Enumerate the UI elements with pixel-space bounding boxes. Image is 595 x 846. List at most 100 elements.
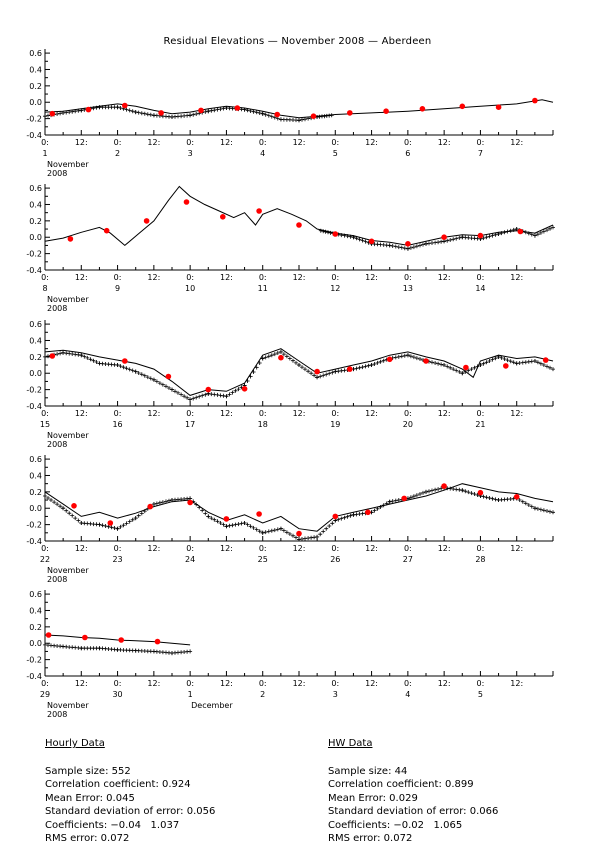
hourly-observation bbox=[233, 388, 238, 393]
x-tick-label: 0: bbox=[186, 273, 194, 282]
hourly-observation bbox=[139, 111, 144, 116]
hourly-observation bbox=[342, 515, 347, 520]
hourly-observation bbox=[345, 514, 350, 519]
hourly-observation bbox=[272, 528, 277, 533]
hourly-observation bbox=[324, 372, 329, 377]
hourly-observation bbox=[535, 360, 540, 365]
hourly-observation bbox=[58, 111, 63, 116]
hourly-observation bbox=[363, 364, 368, 369]
hourly-observation bbox=[454, 368, 459, 373]
hourly-observation bbox=[472, 492, 477, 496]
hourly-observation bbox=[188, 113, 193, 118]
hourly-observation bbox=[493, 497, 498, 502]
hourly-observation bbox=[263, 530, 268, 535]
hourly-observation bbox=[508, 359, 513, 364]
hourly-observation bbox=[508, 228, 513, 233]
x-tick-label: 0: bbox=[331, 273, 339, 282]
day-label: 23 bbox=[112, 555, 122, 564]
hourly-observation bbox=[545, 364, 549, 369]
hourly-observation bbox=[266, 529, 271, 534]
hourly-observation bbox=[327, 524, 332, 528]
hourly-observation bbox=[424, 489, 428, 494]
hourly-observation bbox=[297, 118, 301, 123]
hourly-observation bbox=[436, 361, 441, 366]
hw-point bbox=[278, 354, 284, 361]
hourly-observation bbox=[100, 523, 105, 528]
hourly-observation bbox=[339, 233, 344, 238]
day-label: 20 bbox=[403, 420, 413, 429]
hourly-observation bbox=[303, 117, 307, 122]
x-tick-label: 12: bbox=[293, 544, 306, 553]
hourly-observation bbox=[548, 365, 552, 370]
hw-point bbox=[234, 105, 241, 111]
hourly-observation bbox=[260, 111, 265, 116]
x-tick-label: 0: bbox=[114, 409, 122, 418]
hourly-observation bbox=[342, 233, 347, 238]
hourly-observation bbox=[493, 232, 498, 237]
hourly-observation bbox=[430, 488, 434, 493]
hourly-observation bbox=[257, 111, 262, 115]
hourly-observation bbox=[300, 365, 304, 370]
y-tick-label: 0.4 bbox=[29, 200, 42, 209]
x-tick-label: 0: bbox=[404, 679, 412, 688]
hourly-observation bbox=[411, 355, 416, 360]
hourly-observation bbox=[227, 392, 232, 397]
x-tick-label: 12: bbox=[510, 679, 523, 688]
hourly-observation bbox=[384, 501, 389, 506]
day-label: 3 bbox=[188, 149, 193, 158]
hourly-observation bbox=[490, 233, 495, 238]
hourly-observation bbox=[85, 355, 90, 360]
hourly-observation bbox=[67, 511, 72, 516]
hourly-observation bbox=[239, 521, 244, 526]
hourly-observation bbox=[52, 500, 57, 505]
hourly-stat-coefficients: Coefficients: −0.04 1.037 bbox=[45, 819, 180, 831]
hourly-observation bbox=[164, 384, 168, 389]
hw-point bbox=[441, 483, 447, 489]
hourly-observation bbox=[487, 234, 492, 239]
x-tick-label: 12: bbox=[438, 679, 451, 688]
hourly-observation bbox=[460, 488, 465, 493]
hourly-observation bbox=[517, 498, 522, 502]
hourly-observation bbox=[496, 232, 501, 236]
hourly-observation bbox=[451, 237, 456, 242]
hourly-observation bbox=[133, 516, 138, 521]
hourly-observation bbox=[203, 511, 208, 516]
hourly-observation bbox=[124, 107, 129, 112]
hourly-observation bbox=[418, 357, 422, 361]
x-tick-label: 12: bbox=[147, 409, 160, 418]
hourly-observation bbox=[323, 229, 328, 234]
x-tick-label: 0: bbox=[477, 409, 485, 418]
hourly-observation bbox=[460, 371, 465, 376]
hourly-observation bbox=[124, 366, 129, 371]
hw-point bbox=[459, 103, 466, 110]
hw-point bbox=[82, 634, 88, 641]
hourly-observation bbox=[399, 354, 404, 359]
hourly-observation bbox=[448, 365, 453, 370]
hourly-observation bbox=[79, 353, 84, 358]
y-tick-label: 0.6 bbox=[29, 455, 42, 464]
hourly-observation bbox=[230, 523, 235, 528]
hourly-observation bbox=[260, 530, 265, 535]
x-tick-label: 12: bbox=[75, 409, 88, 418]
prediction-line bbox=[44, 634, 191, 646]
hourly-observation bbox=[505, 229, 510, 234]
x-tick-label: 12: bbox=[438, 544, 451, 553]
x-tick-label: 12: bbox=[365, 544, 378, 553]
day-label: 17 bbox=[185, 420, 195, 429]
hw-stat-sample-size: Sample size: 44 bbox=[328, 765, 408, 777]
hourly-observation bbox=[221, 106, 226, 111]
hw-point bbox=[241, 386, 248, 392]
hw-stats-heading: HW Data bbox=[328, 738, 373, 749]
x-tick-label: 0: bbox=[259, 544, 267, 553]
y-tick-label: 0.4 bbox=[29, 336, 42, 345]
hourly-observation bbox=[94, 360, 99, 364]
hourly-observation bbox=[360, 238, 365, 243]
day-label: 5 bbox=[333, 149, 338, 158]
y-tick-label: -0.2 bbox=[26, 656, 42, 665]
hourly-observation bbox=[136, 371, 141, 375]
hourly-observation bbox=[393, 355, 398, 360]
x-tick-label: 0: bbox=[477, 273, 485, 282]
hourly-observation bbox=[49, 498, 53, 502]
hourly-observation bbox=[70, 513, 75, 518]
hourly-observation bbox=[46, 354, 50, 359]
